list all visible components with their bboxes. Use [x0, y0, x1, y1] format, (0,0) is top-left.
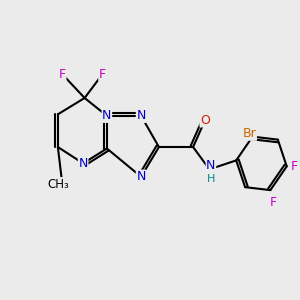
Text: N: N	[206, 159, 216, 172]
Text: F: F	[291, 160, 298, 173]
Text: N: N	[102, 109, 112, 122]
Text: CH₃: CH₃	[47, 178, 69, 191]
Text: Br: Br	[243, 127, 256, 140]
Text: F: F	[270, 196, 277, 208]
Text: N: N	[78, 157, 88, 170]
Text: N: N	[136, 109, 146, 122]
Text: N: N	[136, 170, 146, 183]
Text: O: O	[200, 114, 210, 127]
Text: H: H	[207, 174, 215, 184]
Text: F: F	[59, 68, 66, 81]
Text: F: F	[99, 68, 106, 81]
